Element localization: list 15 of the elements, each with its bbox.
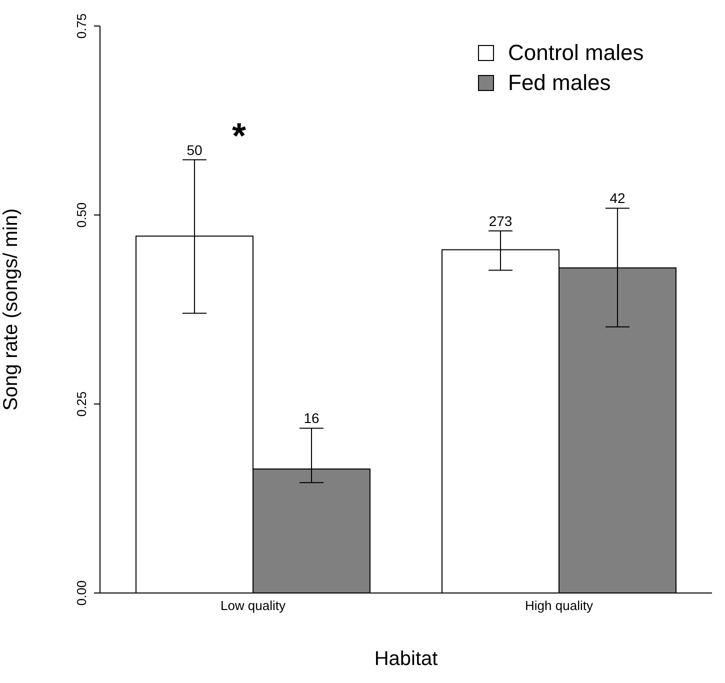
legend-label: Control males — [508, 40, 644, 66]
legend-label: Fed males — [508, 70, 611, 96]
annotation: 16 — [304, 410, 320, 426]
x-tick-label: High quality — [525, 598, 594, 614]
annotation: * — [232, 115, 246, 156]
y-tick-label: 0.25 — [74, 391, 89, 417]
annotation: 42 — [610, 190, 626, 206]
x-tick-label: Low quality — [220, 598, 286, 614]
y-axis-title: Song rate (songs/ min) — [0, 208, 22, 411]
y-tick-label: 0.00 — [74, 580, 89, 606]
y-tick-label: 0.50 — [74, 202, 89, 228]
x-axis-title: Habitat — [374, 648, 438, 670]
y-tick-label: 0.75 — [74, 13, 89, 39]
annotation: 50 — [186, 142, 202, 158]
annotation: 273 — [488, 212, 512, 229]
